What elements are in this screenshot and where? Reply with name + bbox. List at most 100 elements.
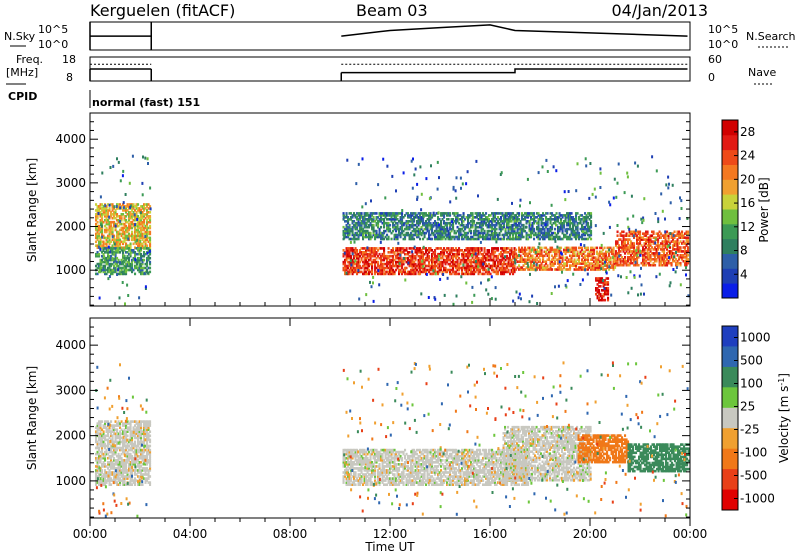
power-echo-region bbox=[515, 246, 617, 271]
time-axis-label: Time UT bbox=[364, 540, 415, 554]
power-echo-region bbox=[342, 212, 593, 241]
velocity-cbar-label: Velocity [m s-1] bbox=[777, 373, 792, 463]
power-echo-region bbox=[342, 247, 516, 276]
velocity-echo-region bbox=[627, 443, 690, 473]
velocity-cbar-tick-label: -100 bbox=[740, 446, 767, 460]
velocity-colorbar-frame bbox=[721, 325, 739, 511]
power-colorbar-segment bbox=[722, 194, 738, 210]
freq-tick-top: 18 bbox=[62, 53, 76, 66]
power-frame bbox=[89, 112, 691, 307]
freq-tick-bottom: 8 bbox=[66, 71, 73, 84]
nsearch-label: N.Search bbox=[746, 30, 796, 43]
power-echo-region bbox=[95, 247, 152, 276]
nsky-tick-bottom: 10^0 bbox=[38, 38, 68, 51]
y-tick-label: 1000 bbox=[55, 474, 86, 488]
nave-tick-bottom: 0 bbox=[708, 71, 715, 84]
time-tick-label: 12:00 bbox=[373, 527, 408, 541]
velocity-colorbar-segment bbox=[722, 448, 738, 470]
power-colorbar-segment bbox=[722, 120, 738, 136]
velocity-panel: 1000 2000 3000 4000 Slant Range [km] 1000 50… bbox=[25, 317, 792, 519]
y-tick-label: 2000 bbox=[55, 220, 86, 234]
cpid-text: normal (fast) 151 bbox=[92, 96, 200, 109]
power-cbar-tick-label: 16 bbox=[740, 196, 755, 210]
power-colorbar-segment bbox=[722, 179, 738, 195]
power-cbar-tick-label: 28 bbox=[740, 125, 755, 139]
power-colorbar-segment bbox=[722, 164, 738, 180]
velocity-frame bbox=[89, 317, 691, 519]
power-cbar-label: Power [dB] bbox=[757, 177, 771, 242]
velocity-ylabel: Slant Range [km] bbox=[25, 366, 39, 470]
time-tick-label: 04:00 bbox=[173, 527, 208, 541]
power-colorbar-segment bbox=[722, 134, 738, 151]
freq-series-line bbox=[341, 68, 688, 74]
nave-label: Nave bbox=[748, 66, 776, 79]
velocity-cbar-tick-label: 500 bbox=[740, 354, 763, 368]
power-colorbar-segment bbox=[722, 209, 738, 225]
velocity-cbar-tick-label: 100 bbox=[740, 377, 763, 391]
time-tick-label: 20:00 bbox=[573, 527, 608, 541]
velocity-colorbar-segment bbox=[722, 326, 738, 347]
velocity-colorbar-segment bbox=[722, 489, 738, 511]
velocity-colorbar: 1000 500 100 25 -25 -100 -500 -1000 bbox=[721, 325, 775, 511]
station-title: Kerguelen (fitACF) bbox=[90, 1, 235, 20]
power-colorbar-segment bbox=[722, 283, 738, 299]
power-cbar-tick-label: 20 bbox=[740, 172, 755, 186]
power-colorbar-frame bbox=[721, 119, 739, 299]
velocity-cbar-tick-label: 1000 bbox=[740, 331, 771, 345]
freq-label-line2: [MHz] bbox=[6, 66, 38, 79]
nsky-tick-top: 10^5 bbox=[38, 23, 68, 36]
cpid-label: CPID bbox=[8, 90, 37, 103]
velocity-echo-region bbox=[342, 448, 530, 486]
power-colorbar-segment bbox=[722, 268, 738, 284]
freq-label-line1: Freq. bbox=[16, 53, 43, 66]
nsky-frame bbox=[89, 21, 691, 51]
velocity-cbar-tick-label: -500 bbox=[740, 469, 767, 483]
time-tick-label: 00:00 bbox=[73, 527, 108, 541]
velocity-sparse-echoes bbox=[95, 361, 689, 518]
velocity-colorbar-segment bbox=[722, 387, 738, 409]
velocity-echo-region bbox=[502, 425, 592, 482]
power-panel: 1000 2000 3000 4000 Slant Range [km] 4 8 12 16… bbox=[25, 112, 771, 307]
y-tick-label: 2000 bbox=[55, 429, 86, 443]
power-echo-layer bbox=[95, 154, 690, 306]
nsky-series-line bbox=[341, 24, 688, 37]
velocity-colorbar-segment bbox=[722, 407, 738, 429]
velocity-colorbar-segment bbox=[722, 346, 738, 368]
time-axis: 00:00 04:00 08:00 12:00 16:00 20:00 00:00 bbox=[73, 298, 708, 541]
power-colorbar: 4 8 12 16 20 24 28 bbox=[721, 119, 755, 299]
velocity-colorbar-segment bbox=[722, 428, 738, 450]
time-tick-label: 16:00 bbox=[473, 527, 508, 541]
nsky-label: N.Sky bbox=[4, 30, 36, 43]
beam-title: Beam 03 bbox=[356, 1, 428, 20]
power-cbar-tick-label: 8 bbox=[740, 244, 748, 258]
velocity-cbar-tick-label: -1000 bbox=[740, 492, 775, 506]
y-tick-label: 4000 bbox=[55, 132, 86, 146]
velocity-cbar-tick-label: 25 bbox=[740, 400, 755, 414]
velocity-echo-region bbox=[577, 434, 630, 464]
power-ylabel: Slant Range [km] bbox=[25, 158, 39, 262]
power-echo-region bbox=[95, 203, 152, 249]
velocity-colorbar-segment bbox=[722, 366, 738, 388]
power-colorbar-segment bbox=[722, 223, 738, 240]
power-cbar-tick-label: 12 bbox=[740, 220, 755, 234]
velocity-echo-region bbox=[95, 420, 152, 486]
nsearch-tick-top: 10^5 bbox=[708, 23, 738, 36]
power-echo-region bbox=[615, 230, 690, 267]
y-tick-label: 3000 bbox=[55, 176, 86, 190]
freq-panel: Freq. [MHz] 18 8 60 0 Nave bbox=[6, 53, 776, 85]
power-sparse-echoes bbox=[97, 154, 690, 306]
power-colorbar-segment bbox=[722, 149, 738, 165]
date-title: 04/Jan/2013 bbox=[611, 1, 708, 20]
y-tick-label: 3000 bbox=[55, 383, 86, 397]
velocity-echo-layer bbox=[95, 361, 690, 518]
power-cbar-tick-label: 24 bbox=[740, 149, 755, 163]
power-colorbar-segment bbox=[722, 253, 738, 269]
nsearch-tick-bottom: 10^0 bbox=[708, 38, 738, 51]
velocity-colorbar-segment bbox=[722, 469, 738, 490]
velocity-cbar-tick-label: -25 bbox=[740, 423, 760, 437]
time-tick-label: 08:00 bbox=[273, 527, 308, 541]
nave-tick-top: 60 bbox=[708, 53, 722, 66]
y-tick-label: 1000 bbox=[55, 263, 86, 277]
time-tick-label: 00:00 bbox=[673, 527, 708, 541]
